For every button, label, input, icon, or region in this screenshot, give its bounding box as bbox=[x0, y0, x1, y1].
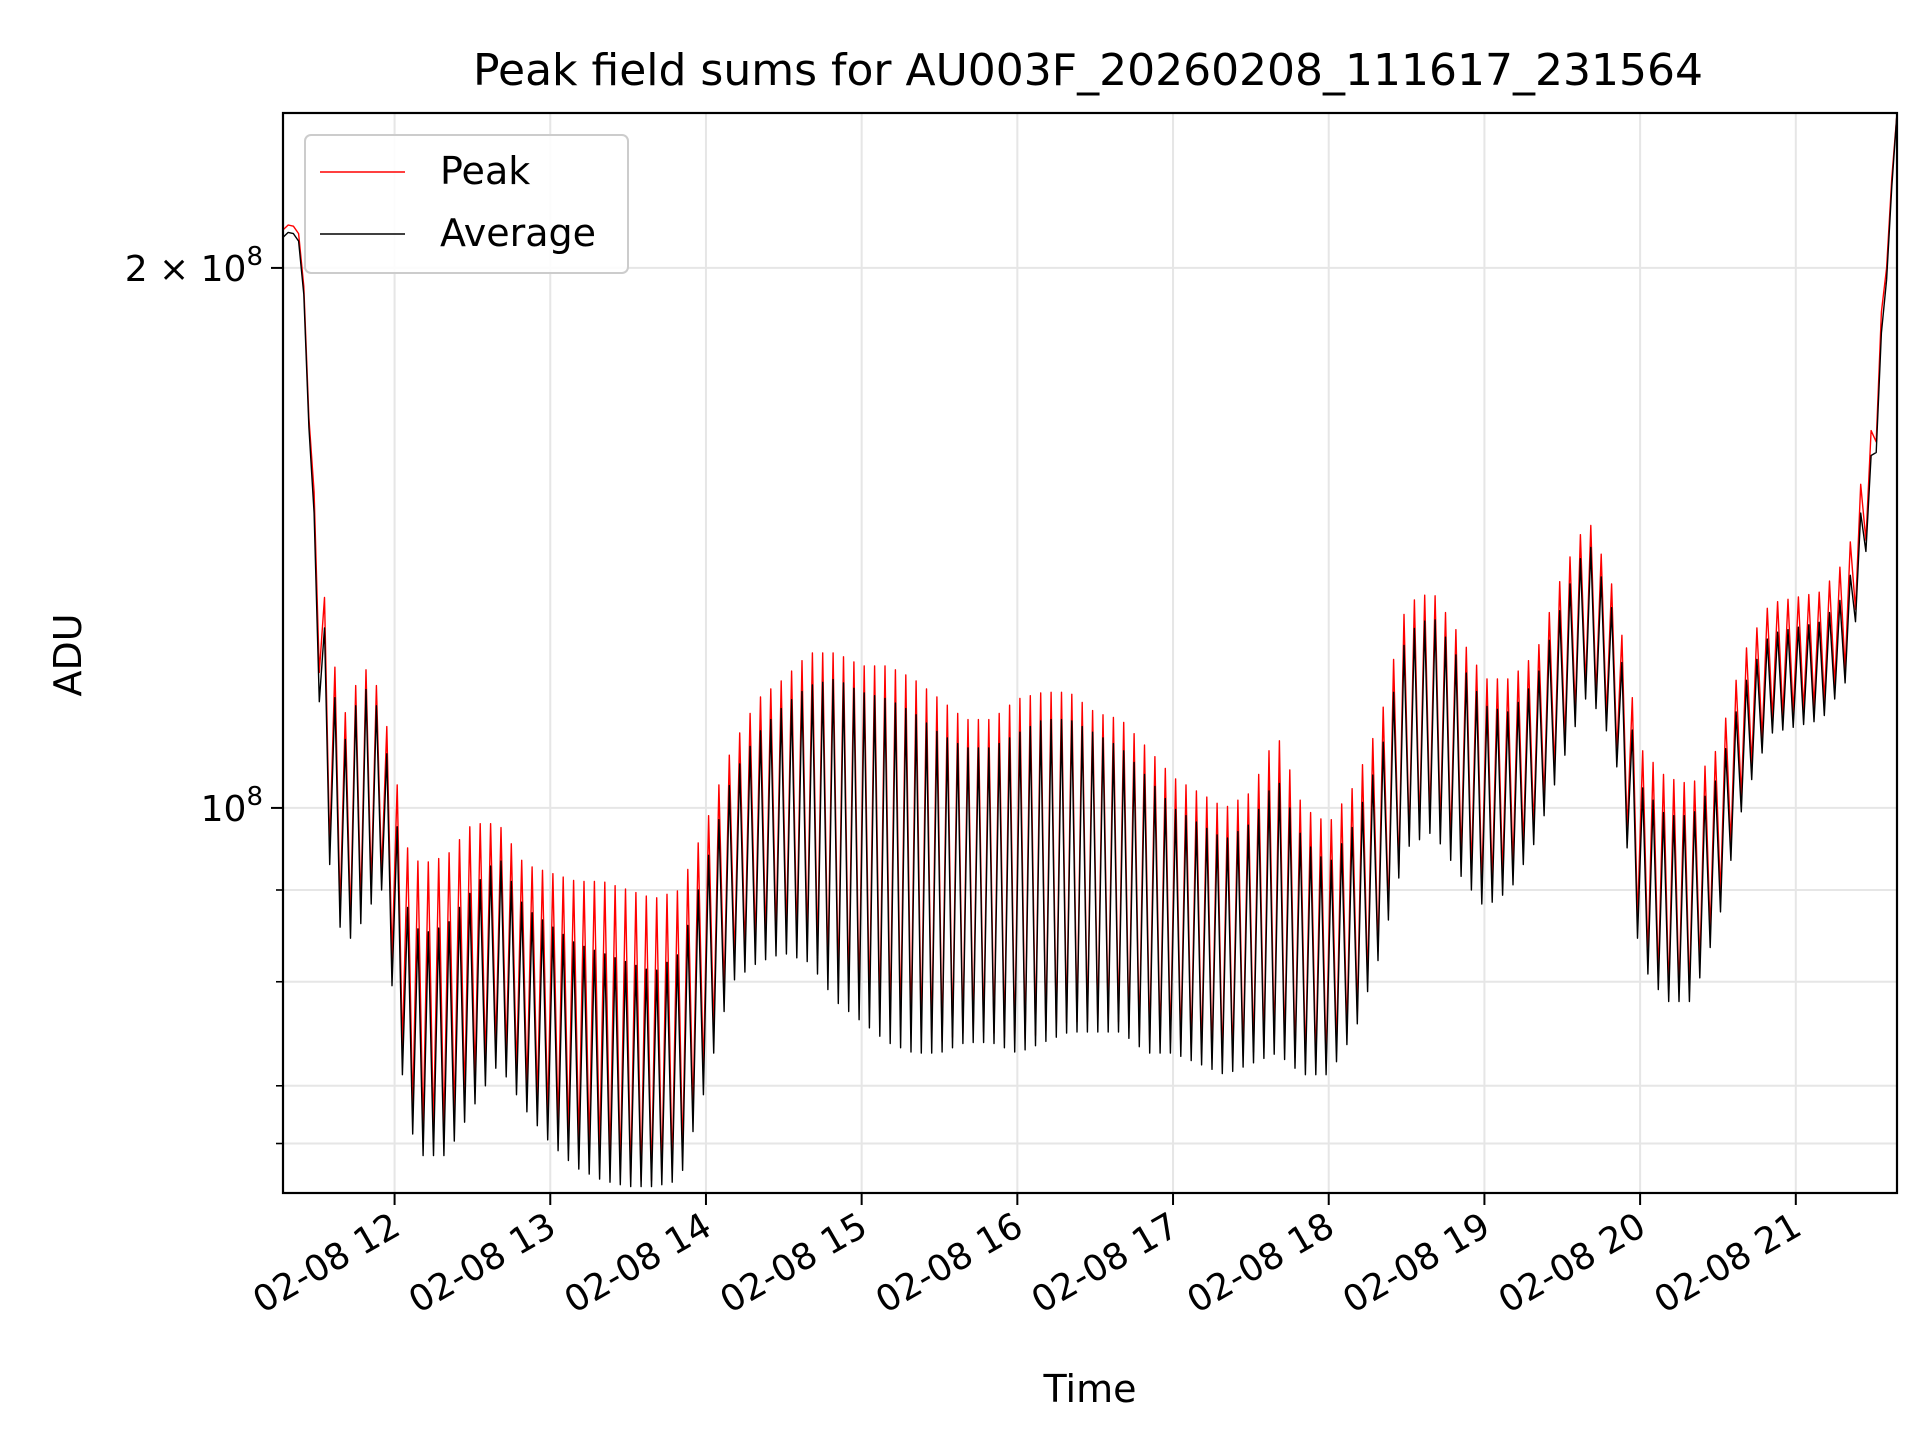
plot-frame bbox=[281, 111, 1899, 1195]
legend-frame bbox=[304, 134, 629, 274]
chart-title: Peak field sums for AU003F_20260208_1116… bbox=[473, 45, 1703, 96]
legend-label-peak: Peak bbox=[440, 149, 530, 193]
y-axis-label: ADU bbox=[46, 613, 90, 696]
legend-label-average: Average bbox=[440, 211, 596, 255]
y-tick-label: 2 × 108 bbox=[125, 242, 263, 290]
x-axis-label: Time bbox=[1043, 1367, 1137, 1411]
series-lines bbox=[283, 113, 1897, 1188]
series-line-average bbox=[283, 113, 1897, 1188]
legend: Peak Average bbox=[304, 134, 629, 274]
